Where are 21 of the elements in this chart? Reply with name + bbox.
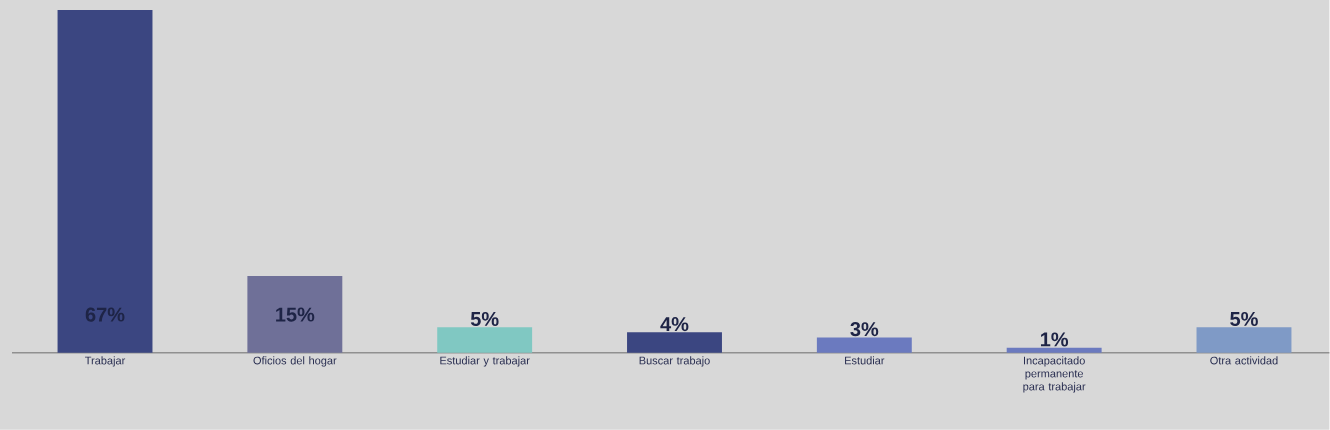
data-label: 3% xyxy=(850,322,879,337)
data-label: 1% xyxy=(1040,332,1069,347)
data-label: 4% xyxy=(660,317,689,332)
bar xyxy=(627,332,722,353)
data-label: 67% xyxy=(85,307,125,322)
x-tick-label: Buscar trabajo xyxy=(639,356,710,367)
bar xyxy=(437,327,533,353)
bar xyxy=(1196,327,1292,353)
x-tick-label: Estudiar y trabajar xyxy=(440,356,530,367)
x-tick-label: Incapacitado permanente para trabajar xyxy=(1023,356,1086,393)
bar xyxy=(57,10,153,353)
x-tick-label: Otra actividad xyxy=(1210,356,1278,365)
data-label: 5% xyxy=(470,312,499,327)
x-tick-label: Trabajar xyxy=(85,356,126,367)
bar xyxy=(816,337,912,353)
bar xyxy=(247,276,343,353)
x-tick-label: Oficios del hogar xyxy=(253,356,337,367)
x-tick-label: Estudiar xyxy=(845,356,885,365)
data-label: 15% xyxy=(276,307,315,322)
data-label: 5% xyxy=(1230,312,1258,327)
bar xyxy=(1006,347,1102,353)
